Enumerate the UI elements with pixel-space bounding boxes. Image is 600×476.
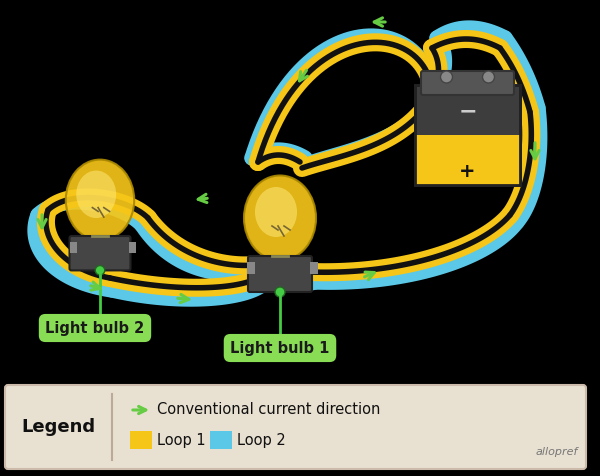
- Bar: [70, 242, 77, 253]
- Text: +: +: [459, 162, 476, 181]
- Ellipse shape: [76, 170, 116, 218]
- Ellipse shape: [244, 176, 316, 260]
- Ellipse shape: [255, 187, 297, 237]
- Bar: [247, 262, 255, 274]
- Text: Conventional current direction: Conventional current direction: [157, 403, 380, 417]
- Text: allopref: allopref: [536, 447, 578, 457]
- FancyBboxPatch shape: [415, 85, 520, 185]
- FancyBboxPatch shape: [421, 71, 514, 95]
- Ellipse shape: [66, 159, 134, 240]
- Circle shape: [440, 71, 452, 83]
- FancyBboxPatch shape: [5, 385, 586, 469]
- Bar: [310, 262, 318, 274]
- Bar: [128, 242, 136, 253]
- Bar: [210, 431, 232, 449]
- Bar: [130, 431, 152, 449]
- Text: Loop 1: Loop 1: [157, 433, 206, 447]
- Circle shape: [95, 266, 105, 275]
- FancyBboxPatch shape: [248, 256, 312, 292]
- Text: Light bulb 2: Light bulb 2: [46, 320, 145, 336]
- Text: Legend: Legend: [21, 418, 95, 436]
- Circle shape: [482, 71, 494, 83]
- Text: Loop 2: Loop 2: [237, 433, 286, 447]
- FancyBboxPatch shape: [70, 236, 131, 270]
- Text: −: −: [458, 101, 477, 121]
- Text: Light bulb 1: Light bulb 1: [230, 340, 329, 356]
- Bar: [415, 135, 520, 185]
- Circle shape: [275, 287, 285, 297]
